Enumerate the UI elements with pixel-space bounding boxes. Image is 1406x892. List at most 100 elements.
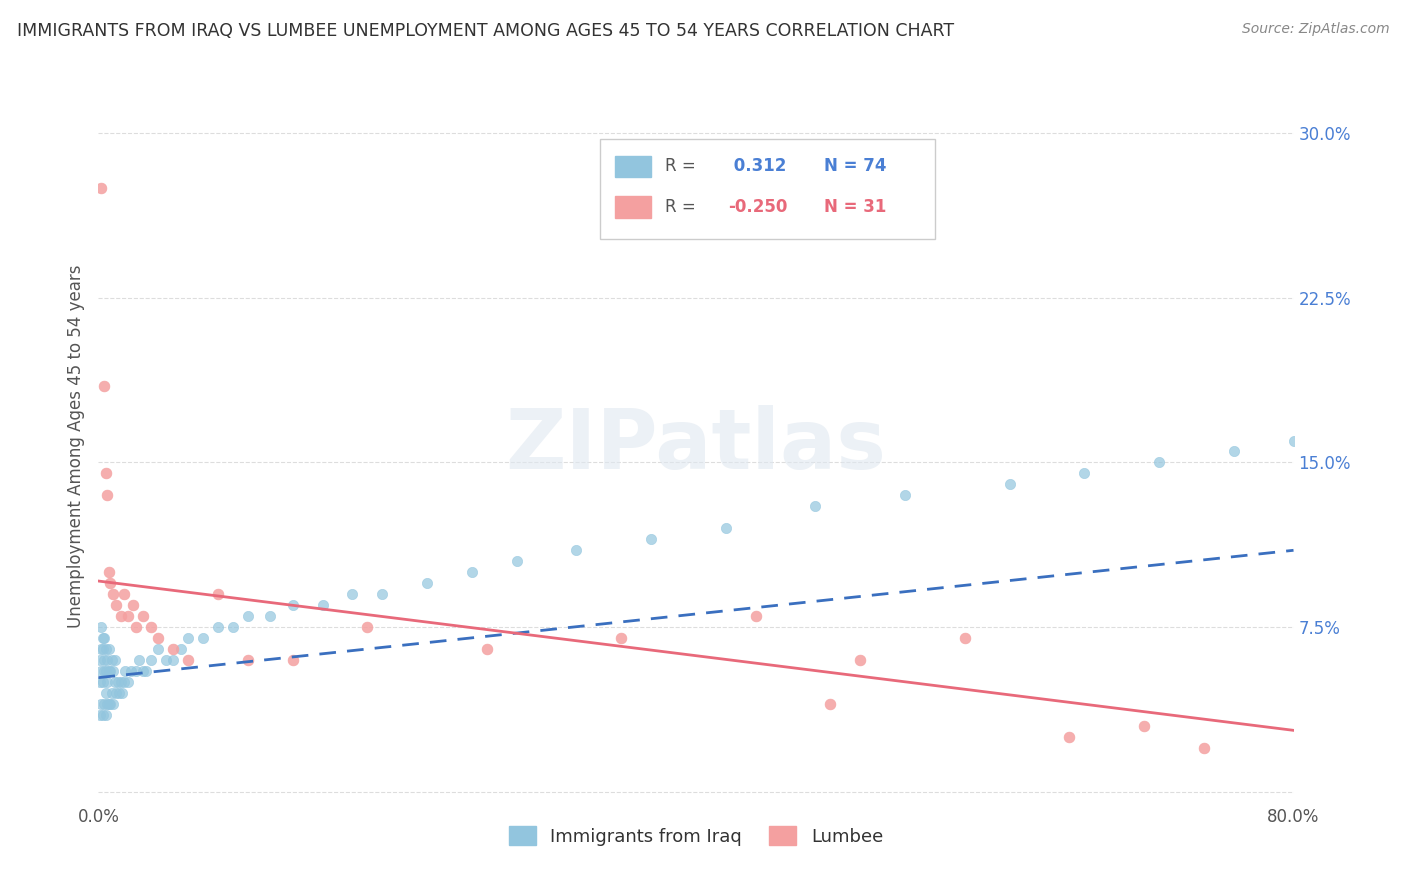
Point bbox=[105, 686, 128, 700]
Point bbox=[94, 708, 117, 723]
Point bbox=[125, 664, 148, 678]
Point bbox=[222, 620, 245, 634]
Point bbox=[97, 664, 120, 678]
Point bbox=[1147, 455, 1170, 469]
Point bbox=[998, 477, 1021, 491]
Point bbox=[565, 543, 588, 558]
Point bbox=[1223, 444, 1246, 458]
Point bbox=[90, 642, 112, 657]
Legend: Immigrants from Iraq, Lumbee: Immigrants from Iraq, Lumbee bbox=[502, 819, 890, 853]
Point bbox=[94, 664, 117, 678]
Point bbox=[120, 664, 142, 678]
Point bbox=[96, 653, 118, 667]
Point bbox=[103, 664, 125, 678]
Point bbox=[93, 631, 115, 645]
Point bbox=[90, 664, 112, 678]
Point bbox=[1073, 467, 1095, 481]
Point bbox=[101, 653, 124, 667]
Point bbox=[155, 653, 177, 667]
Point bbox=[91, 642, 114, 657]
Point bbox=[93, 697, 115, 711]
Point bbox=[97, 642, 120, 657]
Point bbox=[139, 653, 162, 667]
Point bbox=[169, 642, 191, 657]
Point bbox=[110, 609, 132, 624]
Point bbox=[1192, 740, 1215, 755]
Point bbox=[94, 467, 117, 481]
Point bbox=[236, 653, 259, 667]
Point bbox=[1133, 719, 1156, 733]
Point bbox=[148, 631, 170, 645]
FancyBboxPatch shape bbox=[600, 139, 935, 239]
Point bbox=[128, 653, 150, 667]
Point bbox=[281, 598, 304, 612]
Point bbox=[191, 631, 214, 645]
Point bbox=[89, 675, 111, 690]
Point bbox=[104, 675, 127, 690]
Text: R =: R = bbox=[665, 198, 702, 216]
Point bbox=[135, 664, 157, 678]
Point bbox=[114, 664, 136, 678]
Point bbox=[259, 609, 281, 624]
Point bbox=[121, 598, 143, 612]
Point bbox=[342, 587, 364, 601]
Point bbox=[93, 378, 115, 392]
Point bbox=[207, 587, 229, 601]
Point bbox=[98, 576, 122, 591]
Point bbox=[90, 181, 112, 195]
Text: ZIPatlas: ZIPatlas bbox=[506, 406, 886, 486]
Point bbox=[236, 609, 259, 624]
Point bbox=[104, 653, 127, 667]
Point bbox=[610, 631, 633, 645]
Point bbox=[281, 653, 304, 667]
Point bbox=[640, 533, 662, 547]
Point bbox=[94, 686, 117, 700]
Text: 0.312: 0.312 bbox=[728, 157, 786, 175]
Point bbox=[177, 631, 200, 645]
Text: IMMIGRANTS FROM IRAQ VS LUMBEE UNEMPLOYMENT AMONG AGES 45 TO 54 YEARS CORRELATIO: IMMIGRANTS FROM IRAQ VS LUMBEE UNEMPLOYM… bbox=[17, 22, 955, 40]
Point bbox=[804, 500, 827, 514]
Point bbox=[96, 488, 118, 502]
Point bbox=[98, 697, 122, 711]
Point bbox=[91, 708, 114, 723]
Point bbox=[101, 686, 124, 700]
Point bbox=[103, 587, 125, 601]
Bar bbox=[614, 196, 651, 218]
Point bbox=[953, 631, 976, 645]
Point bbox=[91, 675, 114, 690]
Text: N = 31: N = 31 bbox=[824, 198, 886, 216]
Point bbox=[90, 620, 112, 634]
Text: N = 74: N = 74 bbox=[824, 157, 886, 175]
Point bbox=[97, 697, 120, 711]
Point bbox=[93, 653, 115, 667]
Point bbox=[311, 598, 333, 612]
Point bbox=[90, 697, 112, 711]
Point bbox=[111, 686, 134, 700]
Point bbox=[98, 664, 122, 678]
Point bbox=[745, 609, 768, 624]
Point bbox=[1059, 730, 1081, 744]
Point bbox=[89, 653, 111, 667]
Point bbox=[105, 598, 128, 612]
Point bbox=[820, 697, 842, 711]
Point bbox=[1282, 434, 1305, 448]
Point bbox=[93, 664, 115, 678]
Bar bbox=[614, 155, 651, 177]
Point bbox=[461, 566, 484, 580]
Point bbox=[117, 675, 139, 690]
Point bbox=[416, 576, 439, 591]
Point bbox=[91, 631, 114, 645]
Point bbox=[132, 609, 155, 624]
Point bbox=[103, 697, 125, 711]
Point bbox=[162, 642, 184, 657]
Point bbox=[849, 653, 872, 667]
Text: -0.250: -0.250 bbox=[728, 198, 787, 216]
Point bbox=[117, 609, 139, 624]
Point bbox=[125, 620, 148, 634]
Point bbox=[475, 642, 498, 657]
Point bbox=[97, 566, 120, 580]
Point bbox=[107, 675, 129, 690]
Point bbox=[162, 653, 184, 667]
Y-axis label: Unemployment Among Ages 45 to 54 years: Unemployment Among Ages 45 to 54 years bbox=[66, 264, 84, 628]
Point bbox=[132, 664, 155, 678]
